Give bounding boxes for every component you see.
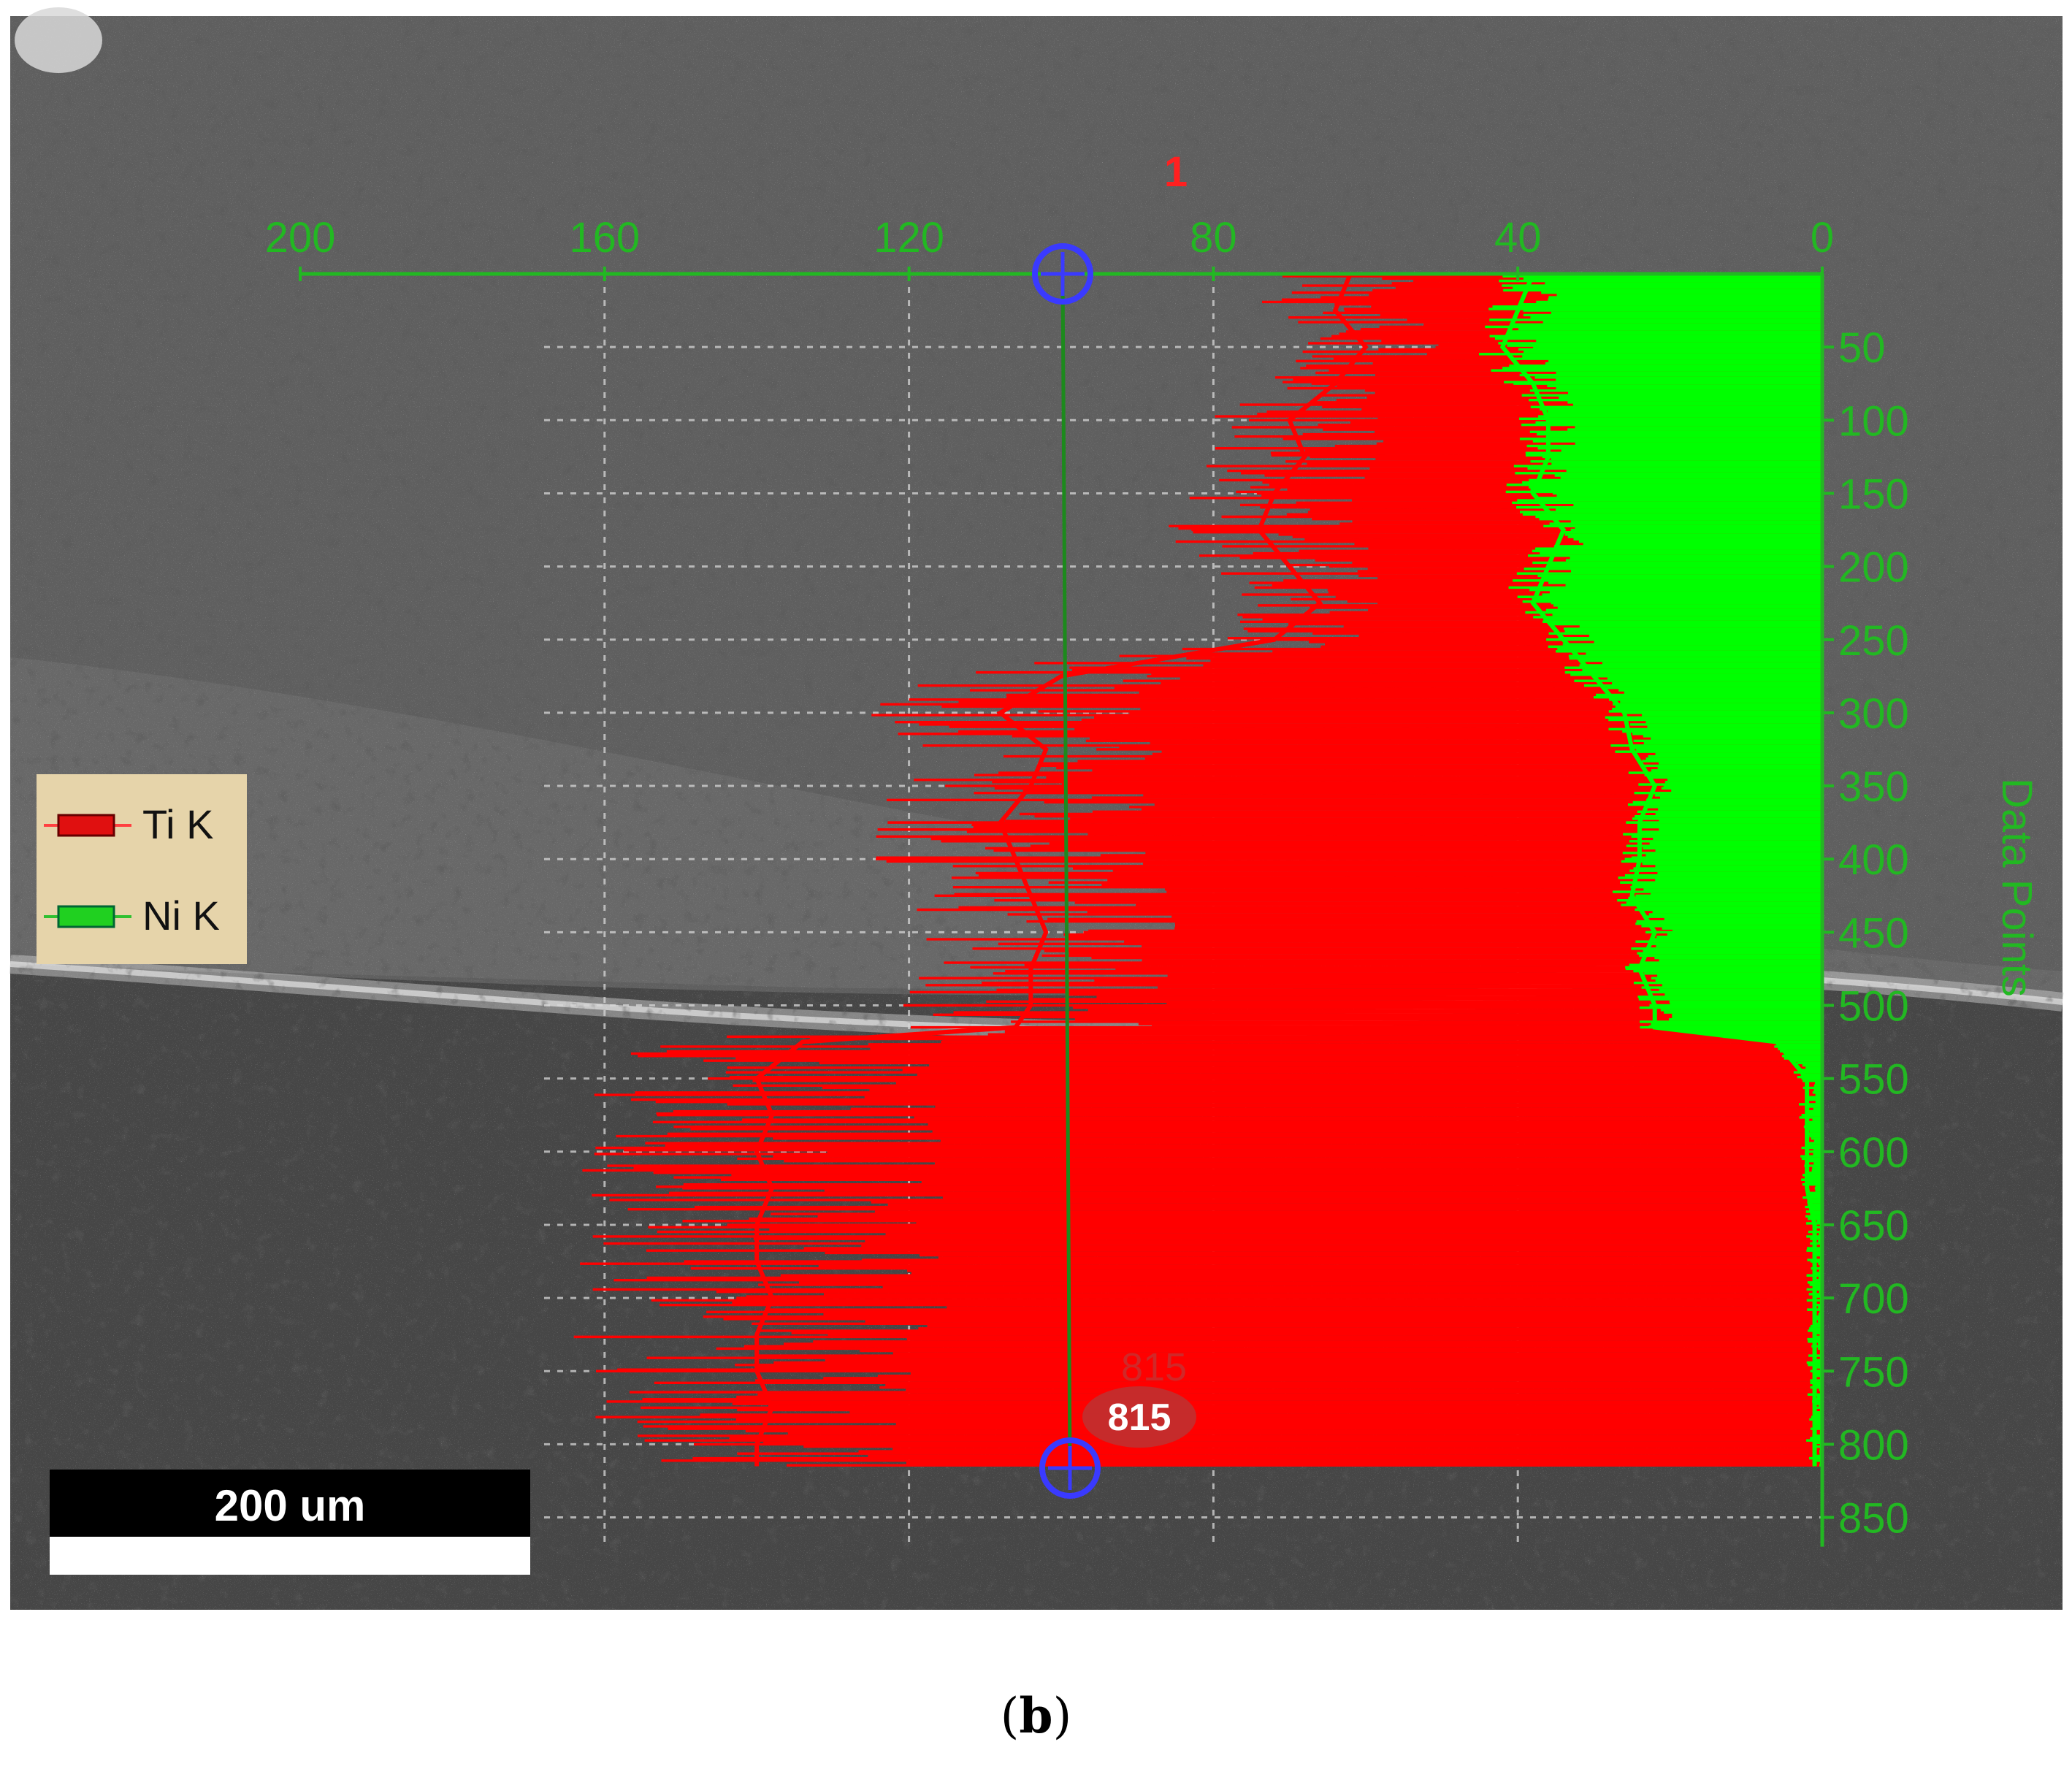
cursor-marker-label: 1 — [1164, 148, 1188, 196]
cursor-position-top-label: 815 — [1121, 1345, 1187, 1389]
ni-k-series — [1478, 272, 1822, 1467]
scale-bar: 200 um — [50, 1470, 530, 1575]
y-tick-label: 50 — [1838, 324, 1886, 372]
ni-k-line — [1499, 272, 1817, 1467]
x-tick-label: 120 — [873, 214, 944, 261]
figure-caption: (b) — [1000, 1687, 1072, 1744]
y-tick-label: 350 — [1838, 763, 1909, 811]
y-tick-label: 250 — [1838, 617, 1909, 665]
y-tick-label: 500 — [1838, 983, 1909, 1031]
y-tick-label: 400 — [1838, 836, 1909, 884]
scale-bar-label: 200 um — [215, 1481, 366, 1530]
x-tick-label: 200 — [265, 214, 336, 261]
cursor-line[interactable] — [1060, 273, 1072, 1469]
cursor-start-handle-icon[interactable] — [1032, 243, 1093, 305]
y-tick-label: 850 — [1838, 1495, 1909, 1543]
y-tick-label: 650 — [1838, 1202, 1909, 1250]
y-tick-label: 200 — [1838, 544, 1909, 592]
x-tick-label: 40 — [1494, 214, 1542, 261]
y-tick-label: 700 — [1838, 1275, 1909, 1323]
x-tick-label: 80 — [1190, 214, 1237, 261]
y-tick-label: 100 — [1838, 397, 1909, 445]
cursor-position-label: 815 — [1108, 1397, 1171, 1439]
cursor-line-tool[interactable]: 1 815 815 — [1032, 148, 1196, 1499]
y-tick-label: 450 — [1838, 909, 1909, 957]
legend: Ti K Ni K — [37, 774, 247, 964]
legend-box — [37, 774, 247, 964]
ti-k-line — [754, 272, 1369, 1467]
caption-label: b — [1019, 1687, 1053, 1744]
legend-ti-k-label: Ti K — [142, 801, 213, 847]
legend-ni-k-swatch — [44, 905, 131, 928]
y-tick-label: 750 — [1838, 1348, 1909, 1396]
x-tick-label: 160 — [569, 214, 640, 261]
plot-axes: 200 160 120 80 40 050100150200250300350400450… — [265, 214, 2041, 1547]
x-tick-label: 0 — [1811, 214, 1834, 261]
y-tick-label: 150 — [1838, 470, 1909, 518]
legend-ni-k-label: Ni K — [142, 893, 220, 939]
y-tick-label: 300 — [1838, 690, 1909, 738]
y-tick-label: 600 — [1838, 1129, 1909, 1177]
y-tick-label: 800 — [1838, 1421, 1909, 1469]
y-tick-label: 550 — [1838, 1056, 1909, 1104]
y-axis-label: Data Points — [1993, 778, 2041, 997]
cursor-position-badge — [1082, 1386, 1196, 1448]
cursor-end-handle-icon[interactable] — [1039, 1437, 1101, 1499]
legend-ti-k-swatch — [44, 814, 131, 837]
